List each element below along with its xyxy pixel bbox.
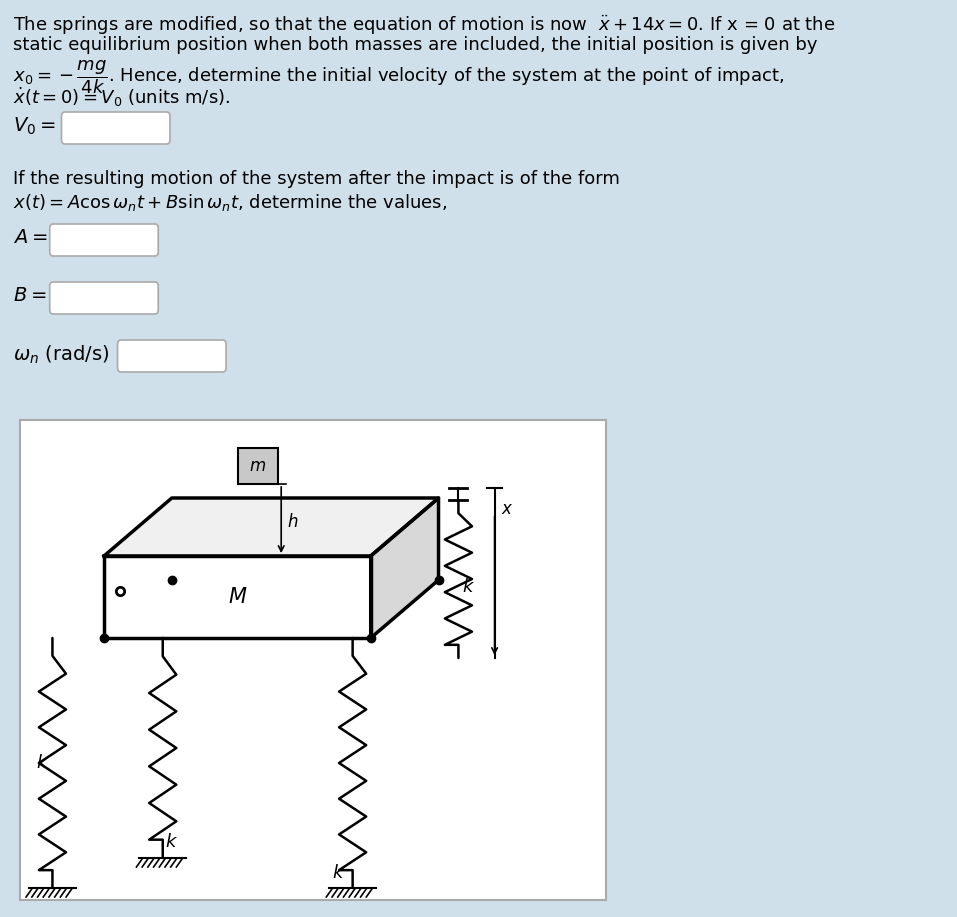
Text: $k$: $k$ — [462, 578, 475, 596]
Text: $h$: $h$ — [287, 513, 298, 531]
Text: $V_0 =$: $V_0 =$ — [12, 116, 56, 138]
Text: $k$: $k$ — [166, 833, 178, 851]
Text: $k$: $k$ — [35, 754, 49, 772]
Polygon shape — [104, 498, 438, 556]
Bar — [20, 420, 606, 900]
Text: $x(t) = A\cos\omega_n t + B\sin\omega_n t$, determine the values,: $x(t) = A\cos\omega_n t + B\sin\omega_n … — [12, 192, 447, 213]
Text: $M$: $M$ — [228, 587, 247, 607]
FancyBboxPatch shape — [118, 340, 226, 372]
Text: If the resulting motion of the system after the impact is of the form: If the resulting motion of the system af… — [12, 170, 619, 188]
Text: $x_0 = -\dfrac{mg}{4k}$. Hence, determine the initial velocity of the system at : $x_0 = -\dfrac{mg}{4k}$. Hence, determin… — [12, 58, 784, 95]
FancyBboxPatch shape — [61, 112, 170, 144]
Polygon shape — [104, 556, 370, 638]
FancyBboxPatch shape — [50, 224, 158, 256]
Text: The springs are modified, so that the equation of motion is now  $\ddot{x} + 14x: The springs are modified, so that the eq… — [12, 14, 835, 38]
Text: $m$: $m$ — [249, 457, 266, 475]
Text: $x$: $x$ — [501, 500, 513, 518]
Text: $A =$: $A =$ — [12, 228, 47, 247]
Bar — [237, 448, 278, 484]
FancyBboxPatch shape — [50, 282, 158, 314]
Text: $B =$: $B =$ — [12, 286, 46, 305]
Text: $k$: $k$ — [332, 864, 345, 882]
Text: static equilibrium position when both masses are included, the initial position : static equilibrium position when both ma… — [12, 36, 817, 54]
Text: $\dot{x}(t = 0) = V_0$ (units m/s).: $\dot{x}(t = 0) = V_0$ (units m/s). — [12, 86, 230, 109]
Polygon shape — [370, 498, 438, 638]
Text: $\omega_n$ (rad/s) =: $\omega_n$ (rad/s) = — [12, 344, 131, 366]
